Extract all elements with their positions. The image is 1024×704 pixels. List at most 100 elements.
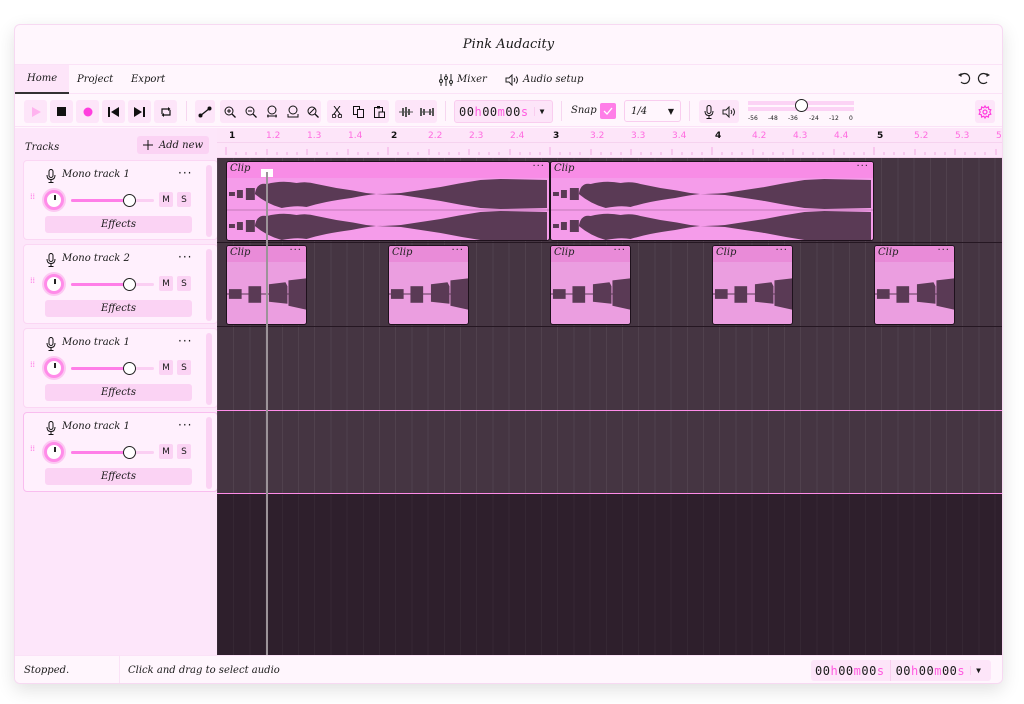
track-lane-4-selected[interactable] bbox=[217, 410, 1002, 494]
mic-button[interactable] bbox=[699, 100, 719, 123]
clip-menu-button[interactable]: ··· bbox=[532, 161, 545, 172]
mute-button[interactable]: M bbox=[159, 276, 173, 291]
clip-header[interactable] bbox=[551, 162, 873, 178]
snap-value-select[interactable]: 1/4 ▼ bbox=[624, 100, 681, 122]
volume-thumb[interactable] bbox=[123, 278, 136, 291]
selection-time-display[interactable]: 00h00m00s 00h00m00s ▼ bbox=[811, 660, 991, 681]
time-format-dropdown-icon[interactable]: ▼ bbox=[533, 107, 545, 116]
playback-level-meter[interactable] bbox=[748, 99, 854, 113]
effects-button[interactable]: Effects bbox=[45, 468, 192, 485]
cut-button[interactable] bbox=[327, 100, 347, 123]
drag-handle-icon[interactable]: ⁞⁞ bbox=[30, 192, 36, 201]
solo-button[interactable]: S bbox=[177, 276, 191, 291]
zoom-in-button[interactable] bbox=[220, 100, 240, 123]
skip-to-start-button[interactable] bbox=[102, 100, 125, 123]
track-header[interactable]: Mono track 2 ··· ⁞⁞ M S Effects bbox=[23, 244, 218, 324]
track-lane-3[interactable] bbox=[217, 326, 1002, 410]
zoom-project-button[interactable] bbox=[283, 100, 303, 123]
track-menu-button[interactable]: ··· bbox=[178, 334, 193, 348]
clip-header[interactable] bbox=[227, 162, 549, 178]
tab-home[interactable]: Home bbox=[15, 65, 70, 94]
solo-button[interactable]: S bbox=[177, 192, 191, 207]
solo-button[interactable]: S bbox=[177, 360, 191, 375]
volume-thumb[interactable] bbox=[123, 362, 136, 375]
track-name[interactable]: Mono track 2 bbox=[62, 253, 130, 264]
track-header[interactable]: Mono track 1 ··· ⁞⁞ M S Effects bbox=[23, 160, 218, 240]
track-header[interactable]: Mono track 1 ··· ⁞⁞ M S Effects bbox=[23, 328, 218, 408]
pan-knob[interactable] bbox=[44, 442, 64, 462]
clip-menu-button[interactable]: ··· bbox=[289, 245, 302, 256]
mixer-button[interactable]: Mixer bbox=[439, 65, 487, 94]
paste-button[interactable] bbox=[369, 100, 389, 123]
timeline-area[interactable]: Clip ··· Clip ··· bbox=[217, 158, 1002, 655]
clip-menu-button[interactable]: ··· bbox=[856, 161, 869, 172]
record-button[interactable] bbox=[76, 100, 99, 123]
audio-setup-button[interactable]: Audio setup bbox=[505, 65, 583, 94]
envelope-tool-button[interactable] bbox=[195, 100, 215, 123]
volume-thumb[interactable] bbox=[123, 194, 136, 207]
track-name[interactable]: Mono track 1 bbox=[62, 337, 130, 348]
audio-clip[interactable]: Clip ··· bbox=[388, 245, 469, 325]
clip-header[interactable] bbox=[713, 246, 792, 262]
volume-slider[interactable] bbox=[71, 446, 154, 459]
trim-button[interactable] bbox=[395, 100, 416, 123]
track-menu-button[interactable]: ··· bbox=[178, 166, 193, 180]
volume-thumb[interactable] bbox=[123, 446, 136, 459]
tab-project[interactable]: Project bbox=[77, 74, 114, 85]
settings-button[interactable] bbox=[975, 100, 995, 123]
chevron-down-icon[interactable]: ▼ bbox=[970, 666, 981, 675]
redo-button[interactable] bbox=[976, 71, 992, 87]
skip-to-end-button[interactable] bbox=[128, 100, 151, 123]
silence-button[interactable] bbox=[416, 100, 437, 123]
audio-clip[interactable]: Clip ··· bbox=[226, 161, 550, 241]
zoom-out-button[interactable] bbox=[241, 100, 261, 123]
clip-menu-button[interactable]: ··· bbox=[451, 245, 464, 256]
zoom-toggle-button[interactable] bbox=[304, 100, 321, 123]
drag-handle-icon[interactable]: ⁞⁞ bbox=[30, 360, 36, 369]
selection-end[interactable]: 00h00m00s bbox=[896, 664, 966, 678]
volume-slider[interactable] bbox=[71, 278, 154, 291]
loop-button[interactable] bbox=[154, 100, 177, 123]
add-track-button[interactable]: Add new bbox=[137, 136, 209, 154]
mute-button[interactable]: M bbox=[159, 192, 173, 207]
audio-clip[interactable]: Clip ··· bbox=[550, 245, 631, 325]
track-header-selected[interactable]: Mono track 1 ··· ⁞⁞ M S Effects bbox=[23, 412, 218, 492]
clip-menu-button[interactable]: ··· bbox=[937, 245, 950, 256]
meter-slider-thumb[interactable] bbox=[795, 99, 808, 112]
track-name[interactable]: Mono track 1 bbox=[62, 421, 130, 432]
timeline-ruler[interactable]: 1 1.2 1.3 1.4 2 2.2 2.3 2.4 3 3.2 3.3 3.… bbox=[217, 128, 1002, 158]
track-menu-button[interactable]: ··· bbox=[178, 250, 193, 264]
effects-button[interactable]: Effects bbox=[45, 384, 192, 401]
volume-slider[interactable] bbox=[71, 194, 154, 207]
tab-export[interactable]: Export bbox=[131, 74, 166, 85]
audio-clip[interactable]: Clip ··· bbox=[874, 245, 955, 325]
mute-button[interactable]: M bbox=[159, 360, 173, 375]
pan-knob[interactable] bbox=[44, 358, 64, 378]
clip-header[interactable] bbox=[551, 246, 630, 262]
drag-handle-icon[interactable]: ⁞⁞ bbox=[30, 276, 36, 285]
drag-handle-icon[interactable]: ⁞⁞ bbox=[30, 444, 36, 453]
undo-button[interactable] bbox=[956, 71, 972, 87]
track-menu-button[interactable]: ··· bbox=[178, 418, 193, 432]
track-name[interactable]: Mono track 1 bbox=[62, 169, 130, 180]
snap-checkbox[interactable] bbox=[600, 103, 616, 119]
zoom-selection-button[interactable] bbox=[262, 100, 282, 123]
audio-clip[interactable]: Clip ··· bbox=[712, 245, 793, 325]
stop-button[interactable] bbox=[50, 100, 73, 123]
clip-header[interactable] bbox=[875, 246, 954, 262]
pan-knob[interactable] bbox=[44, 274, 64, 294]
clip-menu-button[interactable]: ··· bbox=[775, 245, 788, 256]
play-button[interactable] bbox=[24, 100, 47, 123]
copy-button[interactable] bbox=[348, 100, 368, 123]
time-display[interactable]: 00 h 00 m 00 s ▼ bbox=[454, 100, 553, 123]
selection-start[interactable]: 00h00m00s bbox=[815, 664, 885, 678]
pan-knob[interactable] bbox=[44, 190, 64, 210]
clip-menu-button[interactable]: ··· bbox=[613, 245, 626, 256]
playhead[interactable] bbox=[266, 172, 268, 655]
solo-button[interactable]: S bbox=[177, 444, 191, 459]
audio-clip[interactable]: Clip ··· bbox=[550, 161, 874, 241]
speaker-button[interactable] bbox=[719, 100, 739, 123]
empty-timeline[interactable] bbox=[217, 495, 1002, 655]
effects-button[interactable]: Effects bbox=[45, 216, 192, 233]
volume-slider[interactable] bbox=[71, 362, 154, 375]
